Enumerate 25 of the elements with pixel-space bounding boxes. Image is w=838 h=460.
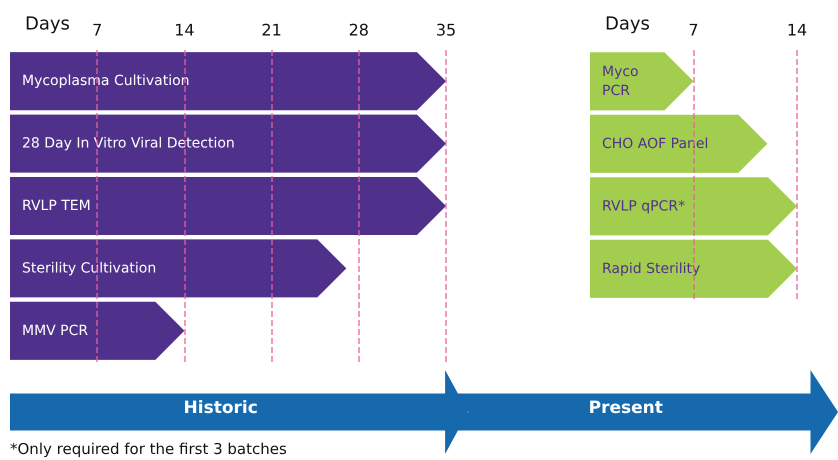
y-tick-label: 28 Day In Vitro Viral Detection — [22, 136, 235, 152]
bar — [10, 114, 446, 173]
y-tick-label: RVLP qPCR* — [602, 198, 686, 214]
y-tick-label: Rapid Sterility — [602, 260, 700, 277]
text: *Only required for the first 3 batches — [10, 440, 287, 458]
x-tick-label: 7 — [688, 20, 699, 40]
x-tick-label: 35 — [436, 20, 456, 40]
y-tick-label: MMV PCR — [22, 322, 88, 339]
y-tick-label: RVLP TEM — [22, 198, 91, 214]
x-axis-title: Days — [605, 14, 650, 34]
x-axis-title: Days — [25, 14, 70, 34]
text: Present — [588, 398, 664, 418]
y-tick-label: Mycoplasma Cultivation — [22, 73, 190, 90]
bar — [10, 239, 346, 298]
text: Historic — [182, 398, 259, 418]
x-tick-label: 14 — [174, 20, 195, 40]
y-tick-label: Sterility Cultivation — [22, 260, 156, 276]
y-tick-label: CHO AOF Panel — [602, 136, 708, 152]
x-tick-label: 28 — [348, 20, 369, 40]
x-tick-label: 14 — [786, 20, 808, 40]
bar — [10, 52, 446, 110]
y-tick-label: Myco PCR — [602, 64, 644, 99]
x-tick-label: 7 — [92, 20, 102, 40]
bar — [10, 176, 446, 236]
x-tick-label: 21 — [261, 20, 282, 40]
